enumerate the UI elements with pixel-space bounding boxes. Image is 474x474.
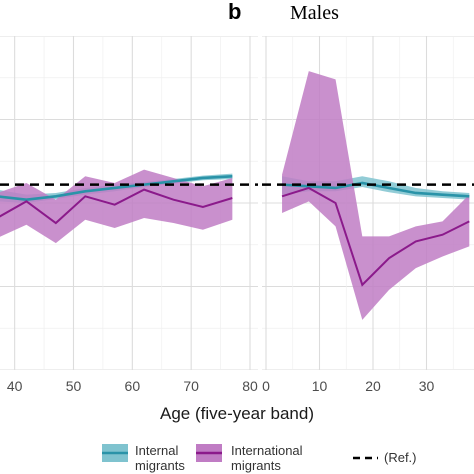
legend-international-label-1: International xyxy=(231,443,303,458)
panel-b: 0 10 20 30 xyxy=(262,36,474,394)
ci-band-international-panel-a xyxy=(0,169,233,244)
panel-b-title: Males xyxy=(290,2,339,24)
legend-international-label-2: migrants xyxy=(231,458,281,473)
x-tick-label-panel-a: 60 xyxy=(125,378,141,394)
panel-a: 40 50 60 70 80 xyxy=(0,36,258,394)
legend-reference-label: (Ref.) xyxy=(384,450,417,465)
series-line-international-panel-b xyxy=(281,186,470,287)
panel-b-tag: b xyxy=(228,0,241,24)
x-tick-label-panel-b: 30 xyxy=(419,378,435,394)
x-tick-label-panel-b: 0 xyxy=(262,378,270,394)
x-tick-label-panel-b: 10 xyxy=(312,378,328,394)
x-axis-title: Age (five-year band) xyxy=(160,404,314,423)
x-tick-label-panel-b: 20 xyxy=(365,378,381,394)
legend-reference: (Ref.) xyxy=(353,450,417,465)
x-tick-label-panel-a: 50 xyxy=(66,378,82,394)
legend-internal-label-1: Internal xyxy=(135,443,178,458)
x-tick-label-panel-a: 70 xyxy=(183,378,199,394)
legend: Internal migrants International migrants… xyxy=(102,443,417,473)
x-tick-label-panel-a: 80 xyxy=(242,378,258,394)
x-tick-label-panel-a: 40 xyxy=(7,378,23,394)
ci-band-international-panel-b xyxy=(282,71,470,320)
legend-international: International migrants xyxy=(196,443,303,473)
legend-internal-label-2: migrants xyxy=(135,458,185,473)
legend-internal: Internal migrants xyxy=(102,443,185,473)
